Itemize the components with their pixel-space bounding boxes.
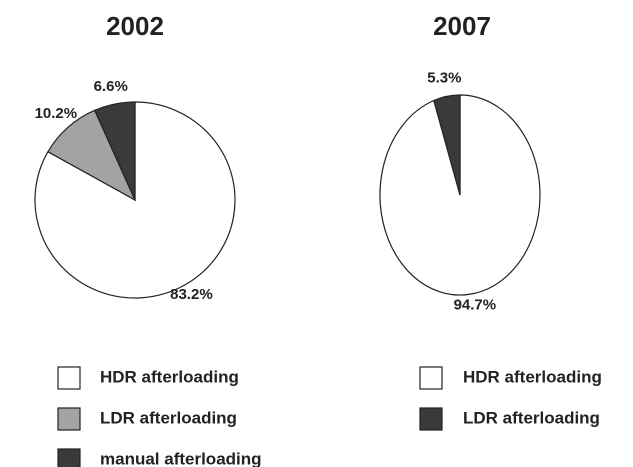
legend-swatch	[57, 366, 81, 390]
value-label: 83.2%	[170, 286, 213, 303]
chart-title: 2002	[106, 11, 164, 41]
legend-swatch	[419, 407, 443, 431]
legend-swatch	[419, 366, 443, 390]
legend-swatch	[57, 407, 81, 431]
chart-title: 2007	[433, 11, 491, 41]
pie-slice	[93, 101, 136, 201]
legend-label: HDR afterloading	[100, 367, 239, 386]
pie-slice	[433, 94, 461, 196]
value-label: 10.2%	[35, 105, 78, 122]
legend-label: LDR afterloading	[100, 408, 237, 427]
legend-label: HDR afterloading	[463, 367, 602, 386]
value-label: 94.7%	[454, 296, 497, 313]
value-label: 5.3%	[427, 70, 461, 87]
legend-swatch	[57, 448, 81, 467]
value-label: 6.6%	[94, 78, 128, 95]
legend-label: LDR afterloading	[463, 408, 600, 427]
legend-label: manual afterloading	[100, 449, 262, 467]
